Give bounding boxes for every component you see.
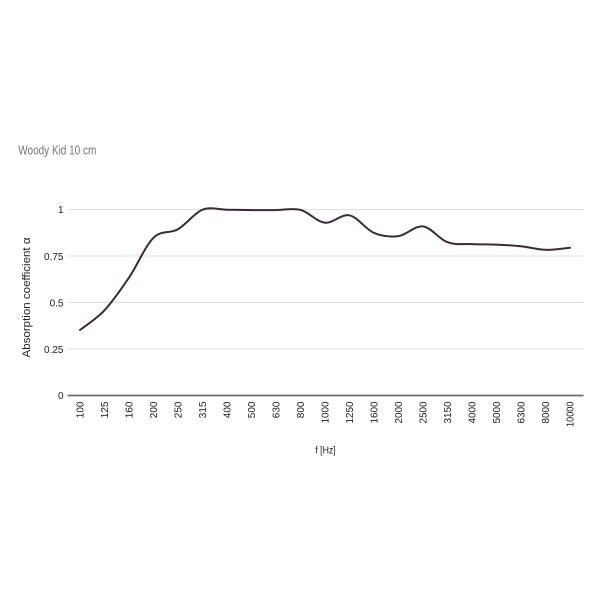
svg-text:2500: 2500 bbox=[419, 401, 430, 423]
svg-text:0.75: 0.75 bbox=[44, 252, 64, 263]
svg-text:0.5: 0.5 bbox=[50, 298, 64, 309]
svg-text:5000: 5000 bbox=[492, 401, 503, 423]
svg-text:1250: 1250 bbox=[345, 401, 356, 423]
svg-text:500: 500 bbox=[247, 401, 258, 418]
svg-text:2000: 2000 bbox=[394, 401, 405, 423]
svg-text:f [Hz]: f [Hz] bbox=[315, 446, 336, 457]
svg-text:1600: 1600 bbox=[370, 401, 381, 423]
svg-text:10000: 10000 bbox=[566, 401, 577, 427]
svg-text:1000: 1000 bbox=[321, 401, 332, 423]
svg-text:4000: 4000 bbox=[468, 401, 479, 423]
svg-text:0: 0 bbox=[58, 391, 64, 402]
svg-text:800: 800 bbox=[296, 401, 307, 418]
svg-text:315: 315 bbox=[198, 401, 209, 418]
svg-text:100: 100 bbox=[76, 401, 87, 418]
svg-text:200: 200 bbox=[149, 401, 160, 418]
svg-text:Absorption coefficient α: Absorption coefficient α bbox=[21, 237, 33, 358]
svg-text:8000: 8000 bbox=[541, 401, 552, 423]
svg-text:0.25: 0.25 bbox=[44, 345, 64, 356]
svg-text:3150: 3150 bbox=[443, 401, 454, 423]
svg-text:6300: 6300 bbox=[517, 401, 528, 423]
svg-text:160: 160 bbox=[125, 401, 136, 418]
svg-text:125: 125 bbox=[100, 401, 111, 418]
svg-text:250: 250 bbox=[174, 401, 185, 418]
svg-text:630: 630 bbox=[272, 401, 283, 418]
svg-text:1: 1 bbox=[58, 205, 64, 216]
svg-text:Woody Kid 10 cm: Woody Kid 10 cm bbox=[18, 143, 96, 158]
svg-text:400: 400 bbox=[223, 401, 234, 418]
